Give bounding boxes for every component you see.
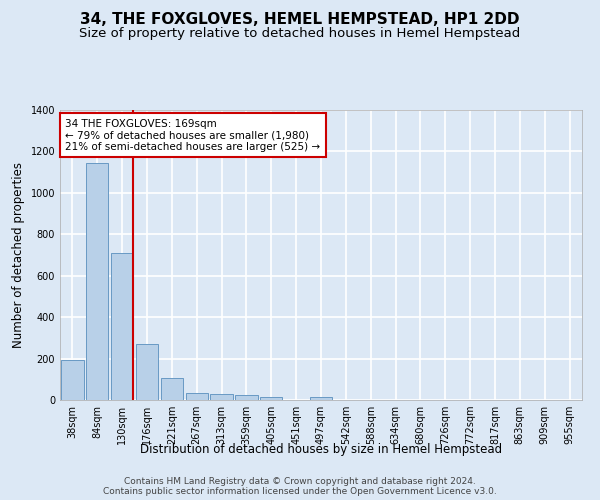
- Bar: [61, 360, 83, 400]
- Bar: [161, 378, 183, 400]
- Bar: [260, 398, 283, 400]
- Text: Distribution of detached houses by size in Hemel Hempstead: Distribution of detached houses by size …: [140, 442, 502, 456]
- Bar: [136, 344, 158, 400]
- Text: Contains public sector information licensed under the Open Government Licence v3: Contains public sector information licen…: [103, 488, 497, 496]
- Text: Size of property relative to detached houses in Hemel Hempstead: Size of property relative to detached ho…: [79, 28, 521, 40]
- Bar: [211, 394, 233, 400]
- Text: 34 THE FOXGLOVES: 169sqm
← 79% of detached houses are smaller (1,980)
21% of sem: 34 THE FOXGLOVES: 169sqm ← 79% of detach…: [65, 118, 320, 152]
- Bar: [235, 395, 257, 400]
- Bar: [185, 393, 208, 400]
- Y-axis label: Number of detached properties: Number of detached properties: [12, 162, 25, 348]
- Bar: [111, 253, 133, 400]
- Bar: [86, 163, 109, 400]
- Bar: [310, 397, 332, 400]
- Text: 34, THE FOXGLOVES, HEMEL HEMPSTEAD, HP1 2DD: 34, THE FOXGLOVES, HEMEL HEMPSTEAD, HP1 …: [80, 12, 520, 28]
- Text: Contains HM Land Registry data © Crown copyright and database right 2024.: Contains HM Land Registry data © Crown c…: [124, 478, 476, 486]
